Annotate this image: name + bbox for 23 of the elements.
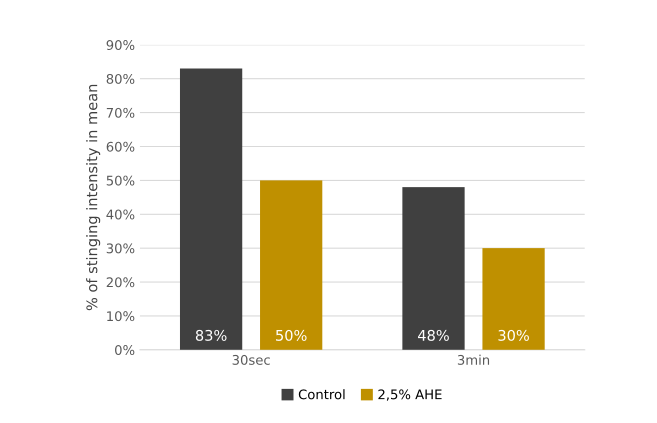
y-tick-label: 0%	[115, 345, 134, 356]
data-label: 50%	[276, 330, 307, 341]
y-tick-label: 80%	[106, 74, 134, 84]
x-tick-label: 30sec	[232, 354, 270, 365]
legend-label: 2,5% AHE	[378, 389, 442, 401]
bar	[482, 248, 545, 350]
bar	[402, 187, 465, 350]
data-label: 83%	[196, 330, 227, 341]
legend-label: Control	[298, 389, 345, 400]
y-tick-label: 60%	[106, 142, 134, 152]
bar	[180, 68, 242, 350]
y-tick-label: 90%	[106, 40, 134, 50]
bar	[260, 180, 322, 350]
y-axis-title: % of stinging intensity in mean	[86, 84, 100, 310]
y-tick-label: 10%	[107, 311, 134, 322]
y-tick-label: 50%	[106, 176, 134, 186]
data-label: 48%	[418, 330, 449, 341]
data-label: 30%	[498, 330, 529, 341]
x-tick-label: 3min	[458, 354, 490, 365]
y-tick-label: 40%	[106, 209, 134, 220]
y-tick-label: 70%	[106, 108, 134, 118]
y-tick-label: 30%	[106, 243, 134, 254]
y-tick-label: 20%	[106, 277, 134, 288]
